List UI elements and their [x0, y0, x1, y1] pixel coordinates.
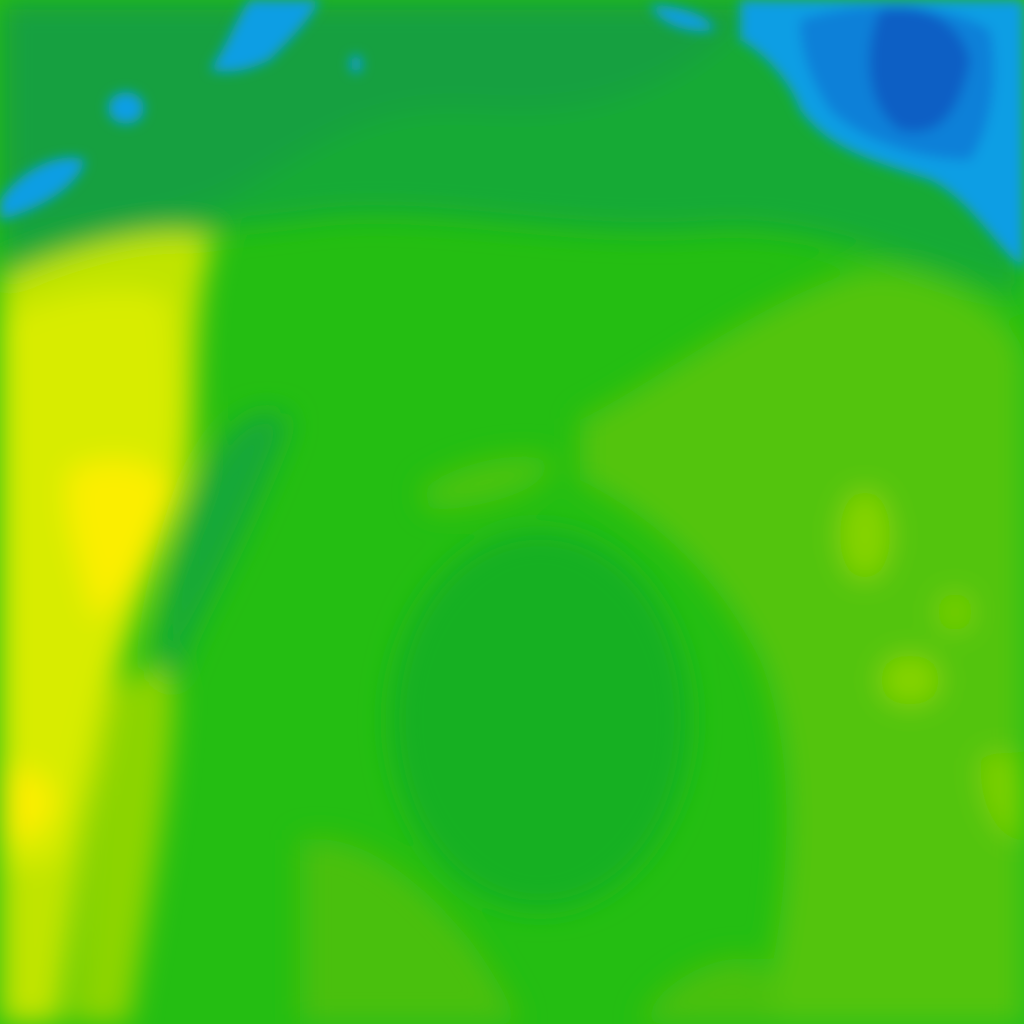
blue-regions: [0, 0, 1024, 270]
